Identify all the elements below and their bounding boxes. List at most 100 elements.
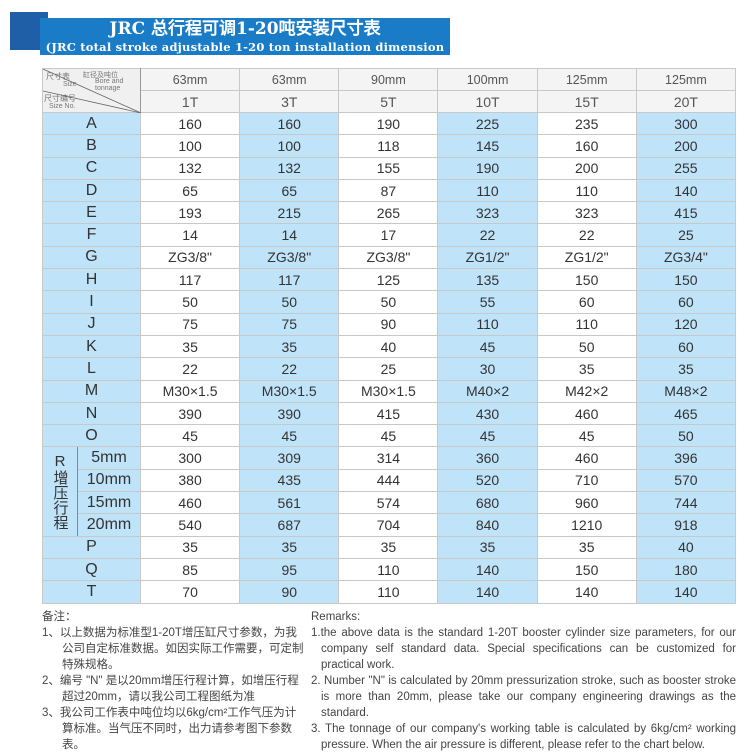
- row-label: N: [42, 401, 141, 426]
- value-cell: 150: [536, 268, 637, 292]
- value-cell: 35: [536, 357, 637, 381]
- value-cell: 215: [239, 201, 340, 225]
- table-row: O 45 45 45 45 45 50: [42, 424, 737, 448]
- table-row: L 22 22 25 30 35 35: [42, 357, 737, 381]
- value-cell: 45: [536, 424, 637, 448]
- stroke-label: 20mm: [77, 513, 141, 537]
- notes-cn: 备注： 1、以上数据为标准型1-20T增压缸尺寸参数，为我公司自定标准数据。如因…: [42, 609, 307, 753]
- value-cell: 90: [239, 580, 340, 604]
- value-cell: 45: [338, 424, 439, 448]
- value-cell: 309: [239, 446, 340, 470]
- value-cell: M40×2: [437, 379, 538, 403]
- value-cell: 465: [635, 401, 737, 426]
- value-cell: 35: [139, 334, 241, 359]
- tonnage-header: 1T: [139, 90, 241, 113]
- value-cell: M30×1.5: [239, 379, 340, 403]
- value-cell: 145: [437, 134, 538, 158]
- table-row: C 132 132 155 190 200 255: [42, 156, 737, 180]
- value-cell: 100: [139, 134, 241, 158]
- value-cell: 687: [239, 513, 340, 537]
- bore-header: 63mm: [139, 68, 241, 91]
- value-cell: 180: [635, 557, 737, 582]
- value-cell: 680: [437, 491, 538, 515]
- value-cell: 110: [437, 312, 538, 336]
- table-row: I 50 50 50 55 60 60: [42, 290, 737, 314]
- table-row: 10mm 380 435 444 520 710 570: [43, 468, 737, 493]
- value-cell: ZG1/2": [437, 245, 538, 270]
- value-cell: 300: [139, 446, 241, 470]
- dimension-table: 尺寸表 Size 缸径及吨位 Bore and tonnage 尺寸编号 Siz…: [42, 68, 737, 604]
- value-cell: 40: [338, 334, 439, 359]
- value-cell: M30×1.5: [139, 379, 241, 403]
- table-row: M M30×1.5 M30×1.5 M30×1.5 M40×2 M42×2 M48×2: [42, 379, 737, 403]
- row-label: Q: [42, 557, 141, 582]
- value-cell: 140: [635, 580, 737, 604]
- value-cell: 60: [635, 290, 737, 314]
- notes-en-heading: Remarks:: [311, 611, 361, 623]
- value-cell: 60: [635, 334, 737, 359]
- row-label: I: [42, 290, 141, 314]
- table-row: N 390 390 415 430 460 465: [42, 401, 737, 426]
- row-label: E: [42, 201, 141, 225]
- notes-en: Remarks: 1.the above data is the standar…: [311, 609, 736, 753]
- value-cell: 22: [536, 223, 637, 247]
- value-cell: 45: [437, 334, 538, 359]
- corner-size-cn: 尺寸表: [46, 72, 70, 81]
- row-label: J: [42, 312, 141, 336]
- note-en-3: 3. The tonnage of our company's working …: [311, 723, 736, 751]
- value-cell: 200: [536, 156, 637, 180]
- value-cell: 118: [338, 134, 439, 158]
- table-row: J 75 75 90 110 110 120: [42, 312, 737, 336]
- value-cell: 540: [139, 513, 241, 537]
- value-cell: 25: [635, 223, 737, 247]
- note-cn-2: 2、编号 "N" 是以20mm增压行程计算，如增压行程超过20mm，请以我公司工…: [42, 675, 299, 703]
- table-row: 15mm 460 561 574 680 960 744: [43, 491, 737, 515]
- value-cell: 50: [338, 290, 439, 314]
- value-cell: 570: [635, 468, 737, 493]
- r-group-label: R增压行程: [42, 446, 78, 537]
- value-cell: 140: [437, 557, 538, 582]
- value-cell: 960: [536, 491, 637, 515]
- row-label: H: [42, 268, 141, 292]
- value-cell: 35: [635, 357, 737, 381]
- corner-size-en: Size: [63, 81, 77, 88]
- value-cell: ZG3/8": [239, 245, 340, 270]
- value-cell: 265: [338, 201, 439, 225]
- value-cell: 45: [139, 424, 241, 448]
- tonnage-header: 15T: [536, 90, 637, 113]
- value-cell: 50: [635, 424, 737, 448]
- value-cell: 110: [338, 580, 439, 604]
- table-row: Q 85 95 110 140 150 180: [42, 557, 737, 582]
- table-row: D 65 65 87 110 110 140: [42, 178, 737, 203]
- tonnage-header: 3T: [239, 90, 340, 113]
- value-cell: 110: [437, 178, 538, 203]
- value-cell: ZG3/8": [139, 245, 241, 270]
- row-label: B: [42, 134, 141, 158]
- value-cell: 140: [437, 580, 538, 604]
- stroke-label: 5mm: [77, 446, 141, 470]
- table-row: H 117 117 125 135 150 150: [42, 268, 737, 292]
- value-cell: 135: [437, 268, 538, 292]
- table-row: B 100 100 118 145 160 200: [42, 134, 737, 158]
- note-en-2: 2. Number "N" is calculated by 20mm pres…: [311, 675, 736, 719]
- value-cell: 150: [536, 557, 637, 582]
- value-cell: 235: [536, 111, 637, 136]
- value-cell: 70: [139, 580, 241, 604]
- value-cell: 35: [536, 535, 637, 559]
- tonnage-header: 20T: [635, 90, 737, 113]
- value-cell: 193: [139, 201, 241, 225]
- value-cell: 155: [338, 156, 439, 180]
- table-row: A 160 160 190 225 235 300: [42, 111, 737, 136]
- value-cell: 110: [536, 312, 637, 336]
- bore-header: 63mm: [239, 68, 340, 91]
- value-cell: 35: [239, 334, 340, 359]
- value-cell: 918: [635, 513, 737, 537]
- title-banner: JRC 总行程可调1-20吨安装尺寸表 (JRC total stroke ad…: [40, 18, 450, 68]
- stroke-label: 10mm: [77, 468, 141, 493]
- value-cell: 390: [239, 401, 340, 426]
- value-cell: 323: [536, 201, 637, 225]
- value-cell: 117: [139, 268, 241, 292]
- value-cell: 22: [437, 223, 538, 247]
- row-label: M: [42, 379, 141, 403]
- value-cell: 190: [437, 156, 538, 180]
